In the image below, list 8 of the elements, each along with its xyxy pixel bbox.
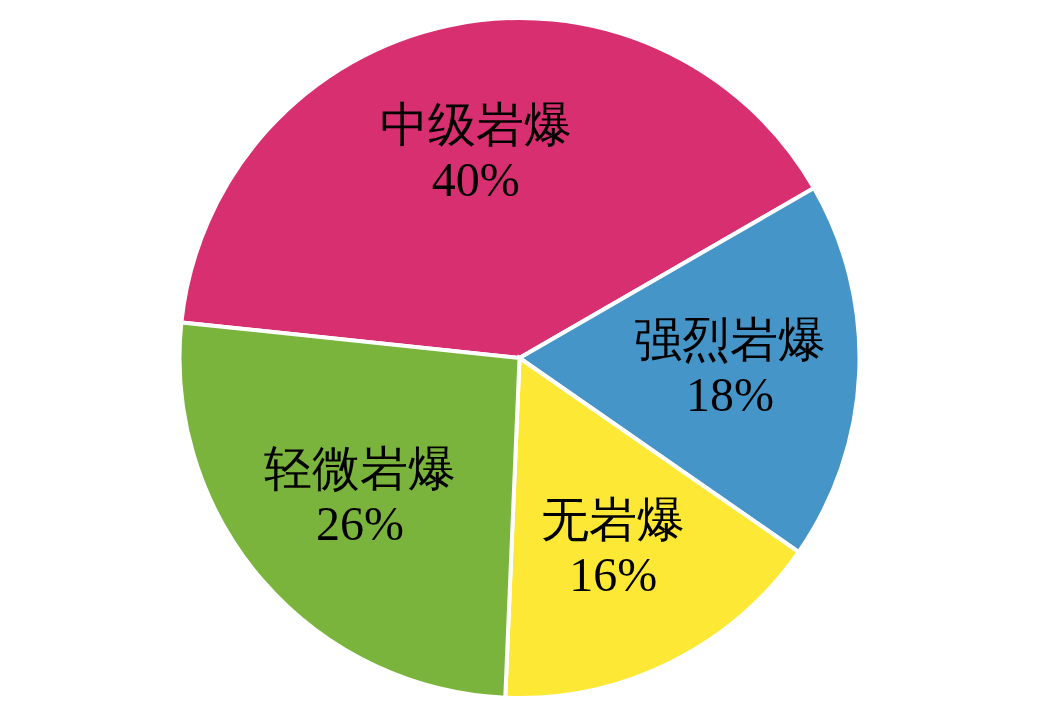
slice-label: 轻微岩爆 [263, 441, 456, 495]
data-label: 18% [686, 367, 775, 421]
data-label: 40% [431, 152, 520, 206]
data-label: 16% [569, 547, 658, 601]
slice-label: 强烈岩爆 [634, 312, 827, 366]
slice-label: 中级岩爆 [379, 97, 572, 151]
data-label: 26% [315, 496, 404, 550]
slice-label: 无岩爆 [541, 492, 686, 546]
